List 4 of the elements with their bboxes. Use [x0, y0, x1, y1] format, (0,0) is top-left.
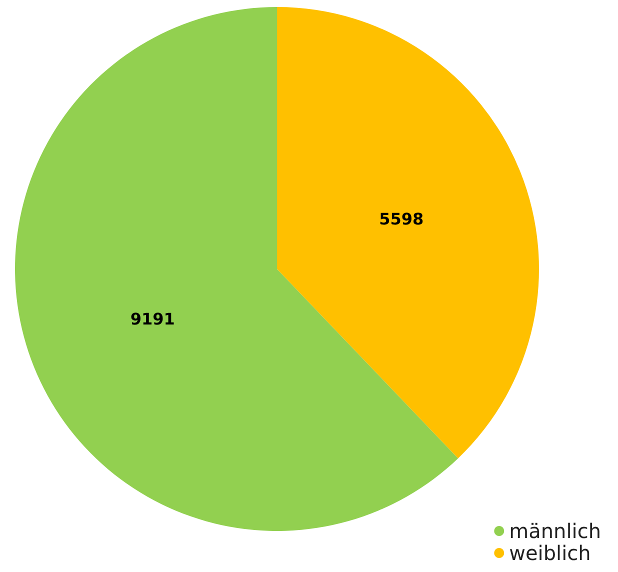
legend-label: weiblich	[509, 541, 591, 565]
legend-label: männlich	[509, 519, 601, 543]
data-label: 5598	[379, 210, 424, 229]
data-label: 9191	[130, 309, 175, 328]
